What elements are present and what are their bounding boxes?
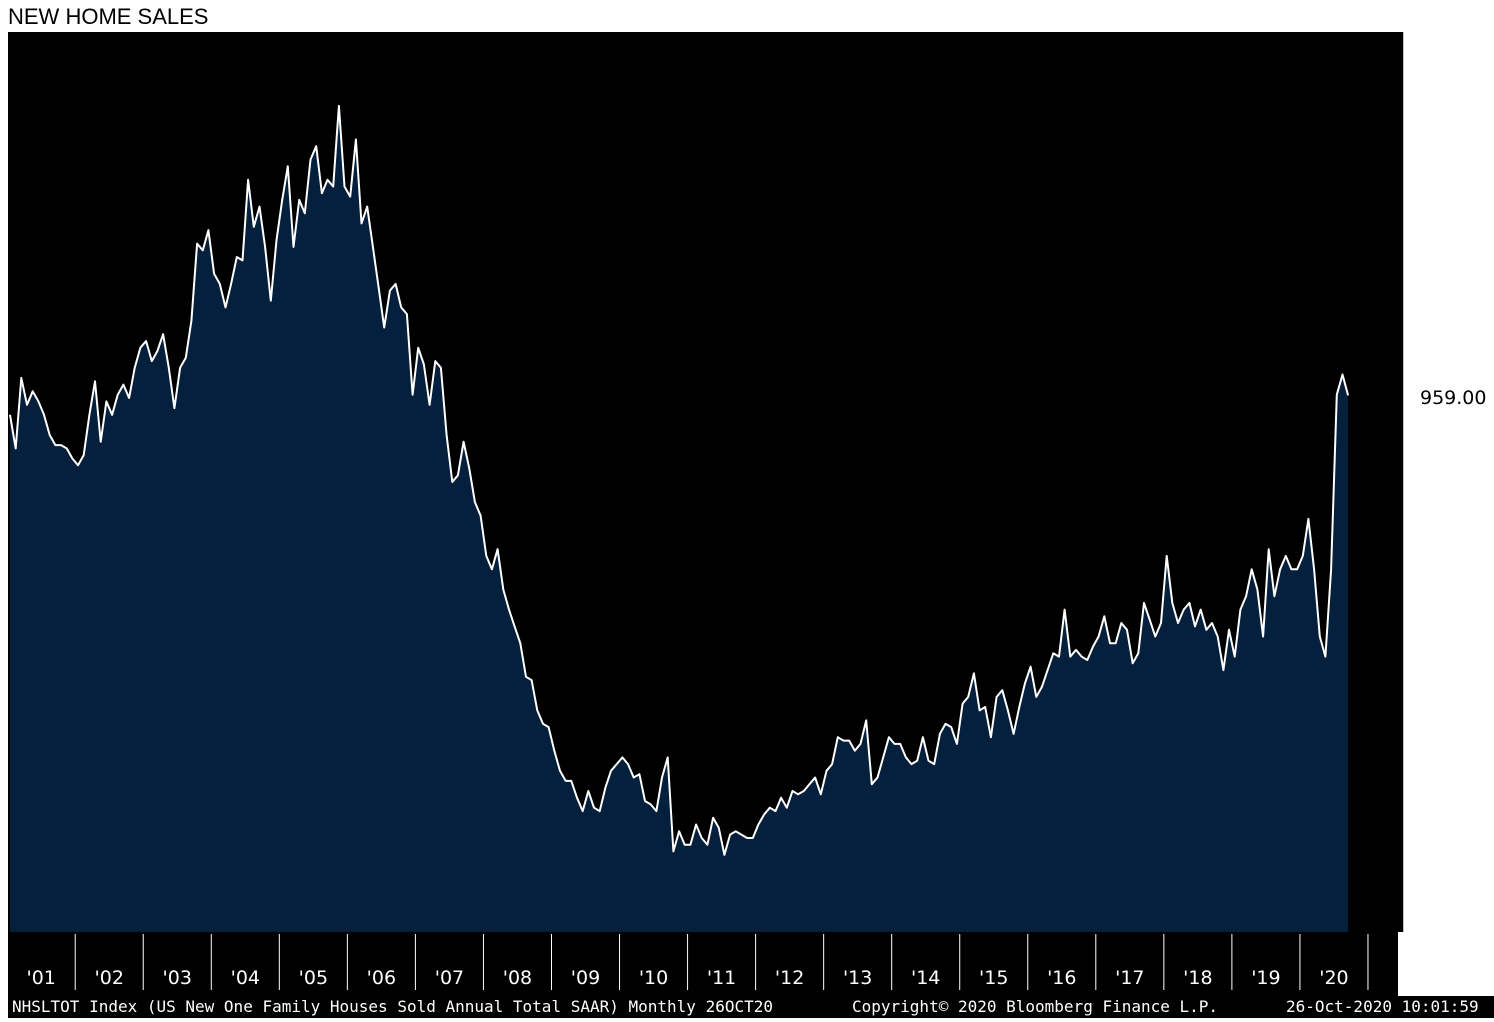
x-axis: '01 '02 '03 '04 '05 '06 '07 '08 '09 '10 '11 '12 '13 '… [6, 934, 1369, 990]
x-tick-label: '20 [1319, 967, 1348, 989]
series-line [9, 104, 1350, 856]
y-tick-marker [1404, 632, 1414, 641]
x-tick-label: '18 [1183, 967, 1212, 989]
x-tick-label: '01 [26, 967, 55, 989]
y-axis: 200 400 600 800 1000 1200 1400 [1403, 32, 1466, 932]
y-tick-marker [1404, 229, 1414, 238]
y-tick-label: 1400 [1418, 89, 1466, 111]
y-tick-label: 1000 [1418, 358, 1466, 380]
last-value-tag [1408, 384, 1486, 409]
x-tick-label: '15 [979, 967, 1008, 989]
x-tick-label: '16 [1047, 967, 1076, 989]
x-tick-label: '14 [911, 967, 940, 989]
chart-title: NEW HOME SALES [8, 4, 209, 29]
last-value-marker: 959.00 [1408, 384, 1486, 409]
x-tick-label: '06 [367, 967, 396, 989]
x-axis-band [8, 932, 1398, 998]
footer-copyright: Copyright© 2020 Bloomberg Finance L.P. [852, 997, 1218, 1016]
x-tick-label: '02 [95, 967, 124, 989]
x-tick-label: '07 [435, 967, 464, 989]
x-tick-label: '19 [1251, 967, 1280, 989]
x-tick-label: '12 [775, 967, 804, 989]
series-area [10, 105, 1349, 932]
area-layer [9, 104, 1350, 932]
footer-timestamp: 26-Oct-2020 10:01:59 [1286, 997, 1479, 1016]
x-tick-label: '05 [299, 967, 328, 989]
footer-left: NHSLTOT Index (US New One Family Houses … [12, 997, 773, 1016]
x-tick-label: '10 [639, 967, 668, 989]
x-tick-label: '13 [843, 967, 872, 989]
y-tick-marker [1404, 901, 1414, 910]
x-tick-label: '08 [503, 967, 532, 989]
y-tick-label: 800 [1418, 492, 1454, 514]
x-tick-label: '03 [163, 967, 192, 989]
last-value-label: 959.00 [1420, 387, 1486, 409]
x-tick-label: '11 [707, 967, 736, 989]
y-tick-marker [1404, 498, 1414, 507]
x-tick-label: '17 [1115, 967, 1144, 989]
footer-band [8, 996, 1494, 1018]
y-tick-marker [1404, 766, 1414, 775]
y-tick-marker [1404, 95, 1414, 104]
y-tick-label: 400 [1418, 761, 1454, 783]
y-tick-marker [1404, 363, 1414, 372]
x-tick-label: '09 [571, 967, 600, 989]
y-tick-label: 600 [1418, 626, 1454, 648]
x-tick-label: '04 [231, 967, 260, 989]
y-tick-label: 1200 [1418, 223, 1466, 245]
y-tick-label: 200 [1418, 895, 1454, 917]
